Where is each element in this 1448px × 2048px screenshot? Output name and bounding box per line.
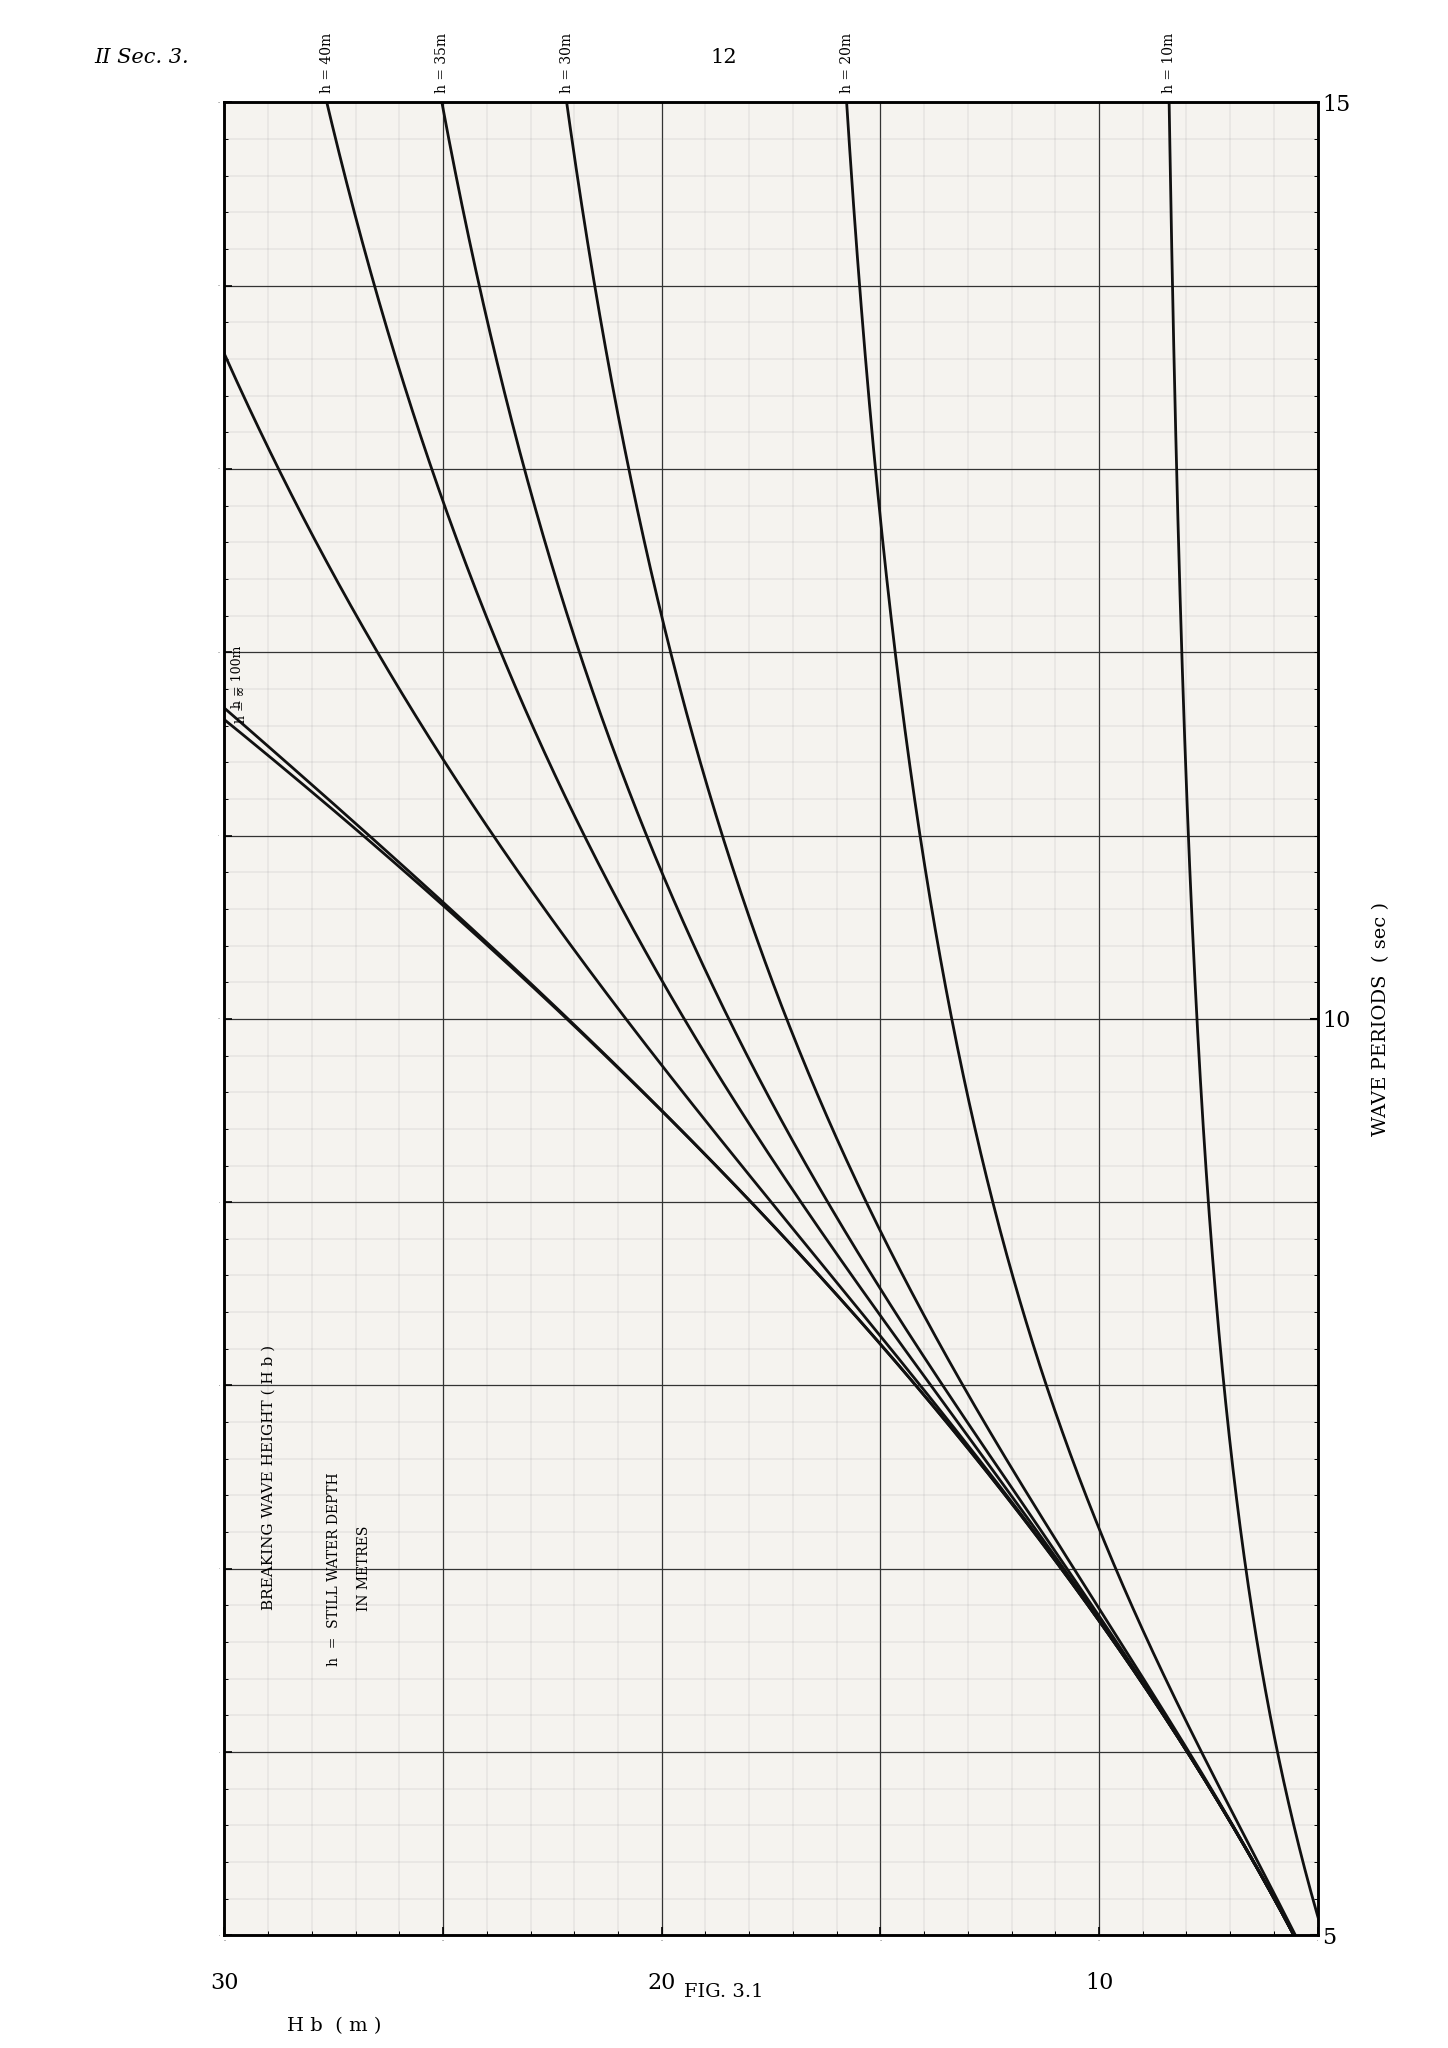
- Text: h = ∞: h = ∞: [236, 686, 249, 723]
- Text: h = 30m: h = 30m: [560, 33, 573, 94]
- Text: h = 40m: h = 40m: [320, 33, 334, 94]
- Text: h = 100m: h = 100m: [232, 645, 245, 709]
- Text: BREAKING WAVE HEIGHT ( H b ): BREAKING WAVE HEIGHT ( H b ): [261, 1346, 275, 1610]
- Text: h  =  STILL WATER DEPTH: h = STILL WATER DEPTH: [327, 1473, 340, 1665]
- Text: 30: 30: [210, 1972, 239, 1995]
- Text: 10: 10: [1085, 1972, 1114, 1995]
- Text: 12: 12: [711, 49, 737, 68]
- Text: h = 20m: h = 20m: [840, 33, 854, 94]
- Y-axis label: WAVE PERIODS  ( sec ): WAVE PERIODS ( sec ): [1371, 901, 1390, 1137]
- Text: H b  ( m ): H b ( m ): [287, 2017, 381, 2036]
- Text: h = 10m: h = 10m: [1163, 33, 1176, 94]
- Text: II Sec. 3.: II Sec. 3.: [94, 49, 188, 68]
- Text: FIG. 3.1: FIG. 3.1: [685, 1982, 763, 2001]
- Text: 20: 20: [647, 1972, 676, 1995]
- Text: IN METRES: IN METRES: [358, 1526, 371, 1612]
- Text: h = 35m: h = 35m: [434, 33, 449, 94]
